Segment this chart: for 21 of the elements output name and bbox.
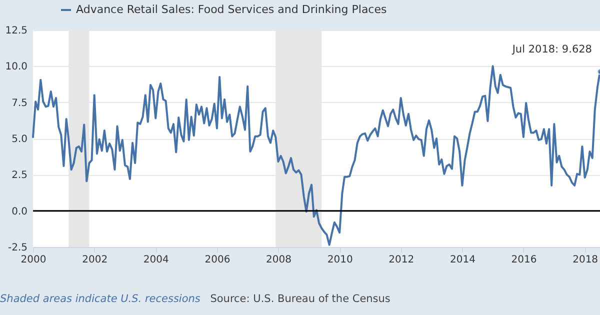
y-tick-label: 0.0 (12, 206, 28, 218)
x-tick-label: 2016 (511, 254, 537, 266)
x-tick-label: 2010 (327, 254, 353, 266)
y-tick-label: -2.5 (8, 242, 28, 254)
y-tick-label: 7.5 (12, 98, 28, 109)
y-tick-label: 2.5 (12, 170, 28, 182)
x-tick-label: 2002 (82, 254, 108, 266)
x-tick-label: 2008 (266, 254, 292, 266)
x-tick-label: 2004 (143, 254, 169, 266)
x-tick-label: 2014 (450, 254, 476, 266)
y-tick-label: 12.5 (5, 26, 28, 36)
x-tick-label: 2000 (20, 254, 46, 266)
y-tick-label: 10.0 (5, 62, 28, 73)
x-tick-label: 2018 (572, 254, 598, 266)
y-tick-label: 5.0 (12, 134, 28, 145)
x-tick-label: 2006 (204, 254, 230, 266)
annotation: Jul 2018: 9.628 (511, 44, 592, 56)
source-note: Source: U.S. Bureau of the Census (209, 293, 392, 305)
x-tick-label: 2012 (388, 254, 414, 266)
text: Shaded areas indicate U.S. recessions (0, 293, 200, 305)
legend-label: Advance Retail Sales: Food Services and Drinking Places (76, 3, 387, 16)
